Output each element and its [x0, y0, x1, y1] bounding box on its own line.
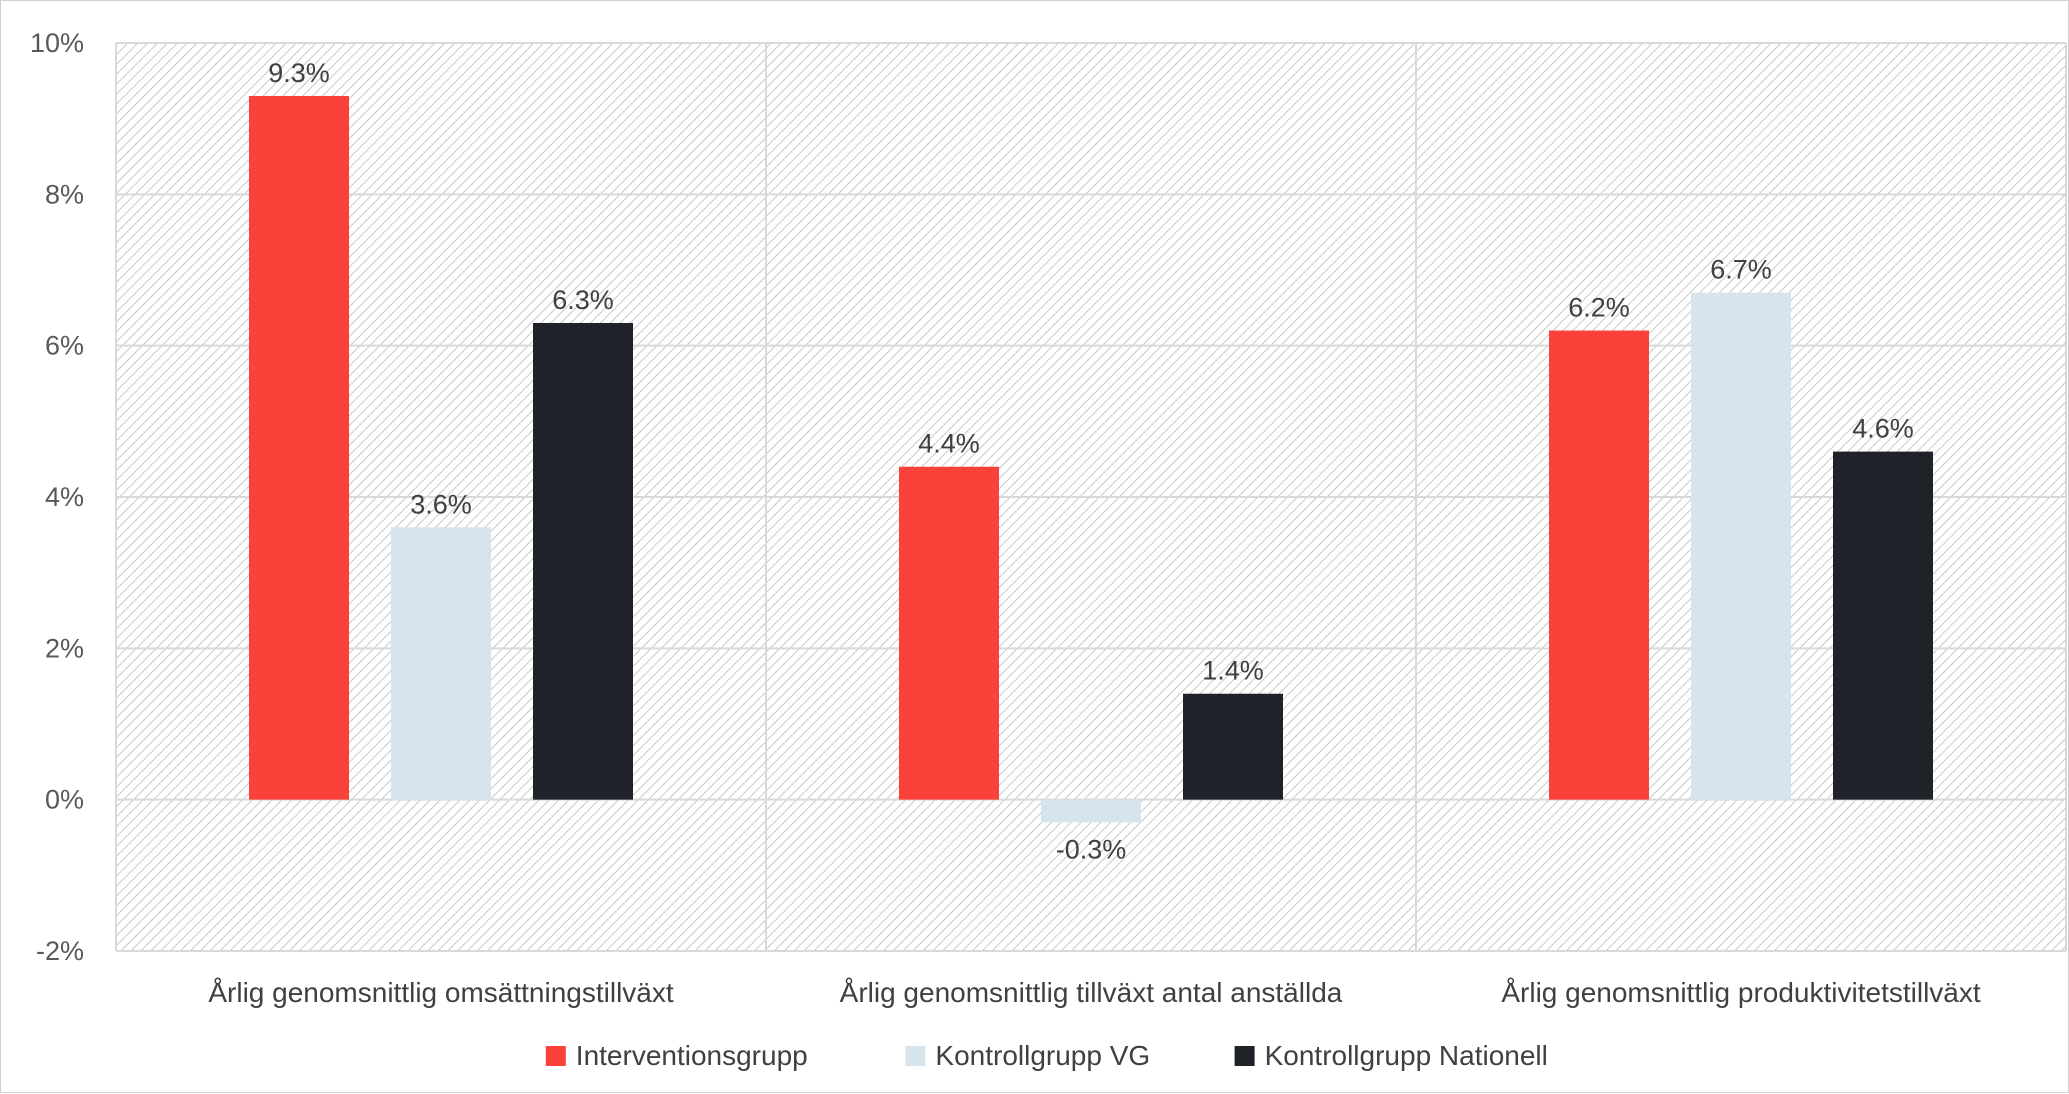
data-label: 1.4%: [1202, 656, 1264, 686]
y-tick-label: 8%: [45, 179, 84, 209]
bar: [899, 466, 999, 800]
y-tick-label: -2%: [36, 936, 84, 966]
y-tick-label: 0%: [45, 785, 84, 815]
y-tick-label: 4%: [45, 482, 84, 512]
bar: [1183, 693, 1283, 800]
data-label: -0.3%: [1056, 834, 1127, 864]
legend-swatch: [1234, 1046, 1255, 1066]
legend-label: Kontrollgrupp Nationell: [1265, 1040, 1548, 1071]
data-label: 4.4%: [918, 429, 980, 459]
legend-swatch: [905, 1046, 926, 1066]
bar: [1549, 330, 1649, 800]
data-label: 4.6%: [1852, 414, 1914, 444]
legend-label: Kontrollgrupp VG: [935, 1040, 1150, 1071]
y-tick-label: 6%: [45, 331, 84, 361]
bar: [249, 95, 349, 800]
x-category-label: Årlig genomsnittlig omsättningstillväxt: [208, 977, 674, 1008]
bar: [1833, 451, 1933, 800]
x-category-label: Årlig genomsnittlig tillväxt antal anstä…: [840, 977, 1343, 1008]
bar: [391, 527, 491, 800]
y-tick-label: 2%: [45, 633, 84, 663]
gridlines: [115, 42, 2067, 952]
y-tick-label: 10%: [30, 28, 84, 58]
x-axis: Årlig genomsnittlig omsättningstillväxt Å…: [208, 977, 1981, 1008]
bar: [1041, 799, 1141, 823]
bar: [533, 322, 633, 800]
data-label: 6.2%: [1568, 293, 1630, 323]
data-label: 9.3%: [268, 58, 330, 88]
bar: [1691, 292, 1791, 800]
data-label: 6.7%: [1710, 255, 1772, 285]
bars: 9.3% 3.6% 6.3% 4.4% -0.3% 1.4% 6.2% 6.7% 4.6%: [249, 58, 1933, 864]
legend-swatch: [545, 1046, 566, 1066]
data-label: 6.3%: [552, 285, 614, 315]
legend: Interventionsgrupp Kontrollgrupp VG Kontro…: [545, 1040, 1548, 1071]
x-category-label: Årlig genomsnittlig produktivitetstillvä…: [1501, 977, 1981, 1008]
legend-label: Interventionsgrupp: [576, 1040, 808, 1071]
y-axis: 10% 8% 6% 4% 2% 0% -2%: [30, 28, 84, 966]
data-label: 3.6%: [410, 489, 472, 519]
